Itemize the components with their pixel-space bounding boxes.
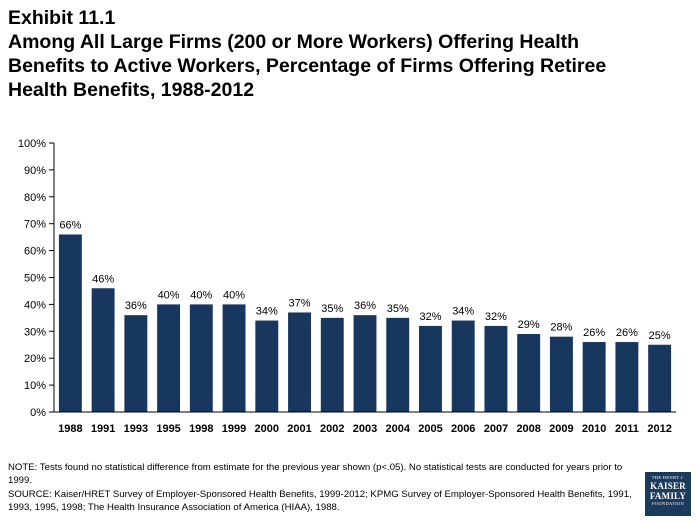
data-label: 40% xyxy=(190,289,212,301)
data-label: 35% xyxy=(387,303,409,315)
data-label: 34% xyxy=(452,306,474,318)
y-tick-label: 70% xyxy=(24,219,46,231)
data-label: 40% xyxy=(158,289,180,301)
data-label: 32% xyxy=(485,311,507,323)
y-tick-label: 60% xyxy=(24,246,46,258)
data-labels: 66% 46% 36% 40% 40% 40% 34% 37% 35% 36% 35% 32% 34% 3… xyxy=(59,219,670,341)
data-label: 36% xyxy=(354,300,376,312)
x-tick-label: 2002 xyxy=(320,423,344,435)
x-tick-label: 2003 xyxy=(353,423,377,435)
data-label: 32% xyxy=(419,311,441,323)
y-axis: 0% 10% 20% 30% 40% 50% 60% 70% 80% 90% 100% xyxy=(18,138,55,419)
title-line-2: Benefits to Active Workers, Percentage o… xyxy=(8,55,607,77)
logo-family-text: FAMILY xyxy=(649,491,687,501)
bar-chart: 0% 10% 20% 30% 40% 50% 60% 70% 80% 90% 100% 66% 46%… xyxy=(18,138,676,435)
title-line-3: Health Benefits, 1988-2012 xyxy=(8,79,255,101)
bars xyxy=(58,234,672,412)
bar xyxy=(451,320,475,412)
bar xyxy=(91,288,115,412)
bar xyxy=(58,234,82,412)
data-label: 28% xyxy=(550,322,572,334)
x-tick-label: 2001 xyxy=(287,423,311,435)
logo-foundation-text: FOUNDATION xyxy=(652,501,684,506)
data-label: 26% xyxy=(583,327,605,339)
data-label: 35% xyxy=(321,303,343,315)
data-label: 34% xyxy=(256,306,278,318)
x-tick-label: 2010 xyxy=(582,423,606,435)
bar xyxy=(124,315,148,412)
y-tick-label: 0% xyxy=(30,407,46,419)
data-label: 46% xyxy=(92,273,114,285)
y-tick-label: 80% xyxy=(24,192,46,204)
bar xyxy=(288,312,311,412)
data-label: 66% xyxy=(59,219,81,231)
x-tick-label: 2005 xyxy=(418,423,442,435)
x-tick-label: 2007 xyxy=(484,423,508,435)
logo-kaiser-text: KAISER xyxy=(650,481,686,491)
bar xyxy=(222,304,246,412)
bar xyxy=(189,304,213,412)
x-tick-label: 2008 xyxy=(516,423,540,435)
x-tick-label: 1988 xyxy=(58,423,82,435)
title-line-1: Among All Large Firms (200 or More Worke… xyxy=(8,31,580,53)
x-tick-label: 2006 xyxy=(451,423,475,435)
x-tick-label: 1998 xyxy=(189,423,213,435)
chart-title: Exhibit 11.1 Among All Large Firms (200 … xyxy=(8,6,688,102)
bar xyxy=(549,336,573,412)
exhibit-number: Exhibit 11.1 xyxy=(8,7,116,29)
bar xyxy=(615,342,639,412)
y-tick-label: 100% xyxy=(18,138,46,150)
bar xyxy=(157,304,181,412)
x-tick-label: 2004 xyxy=(385,423,410,435)
note-text: NOTE: Tests found no statistical differe… xyxy=(8,462,623,486)
bar xyxy=(353,315,377,412)
bar xyxy=(582,342,606,412)
data-label: 26% xyxy=(616,327,638,339)
data-label: 40% xyxy=(223,289,245,301)
x-tick-label: 2009 xyxy=(549,423,573,435)
logo-top-text: THE HENRY J. xyxy=(651,475,685,480)
bar xyxy=(648,344,672,412)
y-tick-label: 10% xyxy=(24,380,46,392)
data-label: 36% xyxy=(125,300,147,312)
data-label: 37% xyxy=(289,297,311,309)
x-axis: 1988 1991 1993 1995 1998 1999 2000 2001 2002 2003… xyxy=(54,411,676,435)
bar xyxy=(386,317,410,412)
kff-logo: THE HENRY J. KAISER FAMILY FOUNDATION xyxy=(645,472,691,516)
y-tick-label: 90% xyxy=(24,165,46,177)
x-tick-label: 1995 xyxy=(156,423,180,435)
source-text: SOURCE: Kaiser/HRET Survey of Employer-S… xyxy=(8,489,632,513)
x-tick-label: 1993 xyxy=(124,423,148,435)
footnotes: NOTE: Tests found no statistical differe… xyxy=(8,462,636,516)
bar xyxy=(484,325,508,412)
y-tick-label: 20% xyxy=(24,353,46,365)
x-tick-label: 2012 xyxy=(647,423,671,435)
x-tick-label: 2011 xyxy=(615,423,639,435)
x-tick-label: 1991 xyxy=(91,423,115,435)
bar xyxy=(419,325,442,412)
y-tick-label: 50% xyxy=(24,273,46,285)
data-label: 29% xyxy=(518,319,540,331)
y-tick-label: 30% xyxy=(24,326,46,338)
bar xyxy=(255,320,279,412)
x-tick-label: 1999 xyxy=(222,423,246,435)
bar xyxy=(320,317,344,412)
x-tick-label: 2000 xyxy=(255,423,279,435)
data-label: 25% xyxy=(649,330,671,342)
y-tick-label: 40% xyxy=(24,299,46,311)
bar xyxy=(517,333,541,412)
